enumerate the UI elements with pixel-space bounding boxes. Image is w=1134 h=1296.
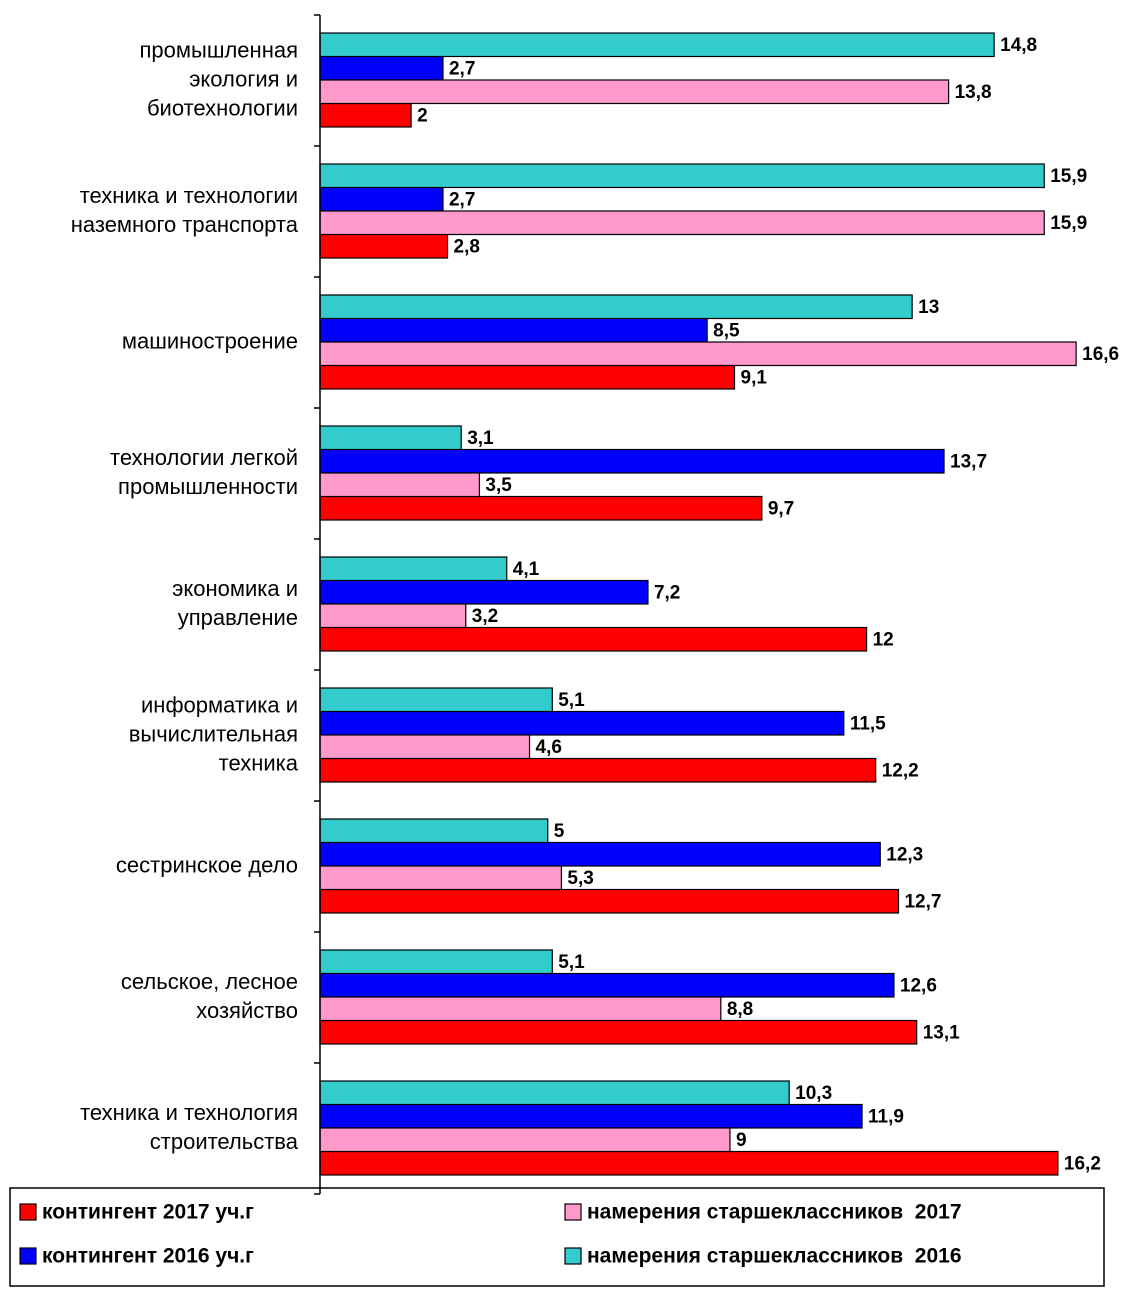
y-tick-label: информатика и вычислительная техника <box>129 692 299 775</box>
value-label: 13,8 <box>955 82 992 103</box>
bar <box>319 1080 790 1106</box>
bar <box>319 949 553 975</box>
value-label: 3,5 <box>485 475 512 496</box>
legend-swatch <box>564 1203 582 1221</box>
value-label: 11,5 <box>850 713 886 734</box>
bar <box>319 294 913 320</box>
value-label: 8,5 <box>713 320 740 341</box>
value-label: 9 <box>736 1130 747 1151</box>
value-label: 3,2 <box>472 606 498 627</box>
value-label: 12,6 <box>900 975 937 996</box>
value-label: 7,2 <box>654 582 680 603</box>
bar <box>319 1103 863 1129</box>
value-label: 5,3 <box>567 868 593 889</box>
legend-swatch <box>19 1247 37 1265</box>
value-label: 12 <box>873 629 894 650</box>
bar <box>319 102 412 128</box>
bar <box>319 364 736 390</box>
y-tick-label: техника и технология строительства <box>80 1100 299 1154</box>
value-label: 12,7 <box>904 891 941 912</box>
bar <box>319 734 531 760</box>
y-tick-label: сестринское дело <box>116 852 298 877</box>
bar <box>319 1127 731 1153</box>
bar <box>319 233 449 259</box>
value-label: 9,7 <box>768 498 794 519</box>
bar <box>319 341 1077 367</box>
value-label: 2,8 <box>454 236 480 257</box>
value-label: 10,3 <box>795 1083 832 1104</box>
y-tick-label: технологии легкой промышленности <box>110 445 298 499</box>
value-label: 3,1 <box>467 428 494 449</box>
value-label: 15,9 <box>1050 166 1087 187</box>
bar <box>319 996 722 1022</box>
value-label: 12,2 <box>882 760 919 781</box>
bar <box>319 1150 1059 1176</box>
legend-swatch <box>564 1247 582 1265</box>
legend-label: намерения старшеклассников 2016 <box>587 1245 962 1268</box>
legend-box <box>9 1187 1105 1287</box>
value-label: 13 <box>918 297 939 318</box>
value-label: 12,3 <box>886 844 923 865</box>
y-tick-label: техника и технологии наземного транспорта <box>71 183 299 237</box>
value-label: 4,1 <box>513 559 540 580</box>
value-label: 14,8 <box>1000 35 1037 56</box>
bar <box>319 317 708 343</box>
bar <box>319 210 1045 236</box>
bar <box>319 579 649 605</box>
bar <box>319 888 900 914</box>
value-label: 2,7 <box>449 189 475 210</box>
legend-label: контингент 2017 уч.г <box>42 1201 254 1224</box>
value-label: 5,1 <box>558 690 585 711</box>
value-label: 15,9 <box>1050 213 1087 234</box>
legend-label: намерения старшеклассников 2017 <box>587 1201 962 1224</box>
value-label: 9,1 <box>741 367 768 388</box>
value-label: 13,1 <box>923 1022 960 1043</box>
value-label: 5 <box>554 821 565 842</box>
value-label: 8,8 <box>727 999 753 1020</box>
bar <box>319 495 763 521</box>
bar <box>319 163 1045 189</box>
value-label: 16,2 <box>1064 1153 1101 1174</box>
legend-swatch <box>19 1203 37 1221</box>
bar <box>319 841 881 867</box>
bar <box>319 79 950 105</box>
bar <box>319 472 481 498</box>
bar <box>319 1019 918 1045</box>
bar <box>319 32 995 58</box>
bar <box>319 687 553 713</box>
bar <box>319 972 895 998</box>
bar <box>319 865 563 891</box>
bar <box>319 448 945 474</box>
value-label: 11,9 <box>868 1106 904 1127</box>
bar <box>319 556 508 582</box>
bar <box>319 626 868 652</box>
bar <box>319 425 462 451</box>
y-tick-label: экономика и управление <box>172 576 298 630</box>
bar <box>319 186 444 212</box>
bar <box>319 757 877 783</box>
value-label: 2,7 <box>449 58 475 79</box>
y-tick-label: промышленная экология и биотехнологии <box>140 37 299 120</box>
value-label: 16,6 <box>1082 344 1119 365</box>
value-label: 4,6 <box>536 737 562 758</box>
value-label: 5,1 <box>558 952 585 973</box>
bar <box>319 818 549 844</box>
y-tick-label: сельское, лесное хозяйство <box>121 969 298 1023</box>
legend-label: контингент 2016 уч.г <box>42 1245 254 1268</box>
bar <box>319 603 467 629</box>
bar <box>319 55 444 81</box>
value-label: 13,7 <box>950 451 987 472</box>
value-label: 2 <box>417 105 428 126</box>
bar <box>319 710 845 736</box>
y-tick-label: машиностроение <box>122 328 298 353</box>
